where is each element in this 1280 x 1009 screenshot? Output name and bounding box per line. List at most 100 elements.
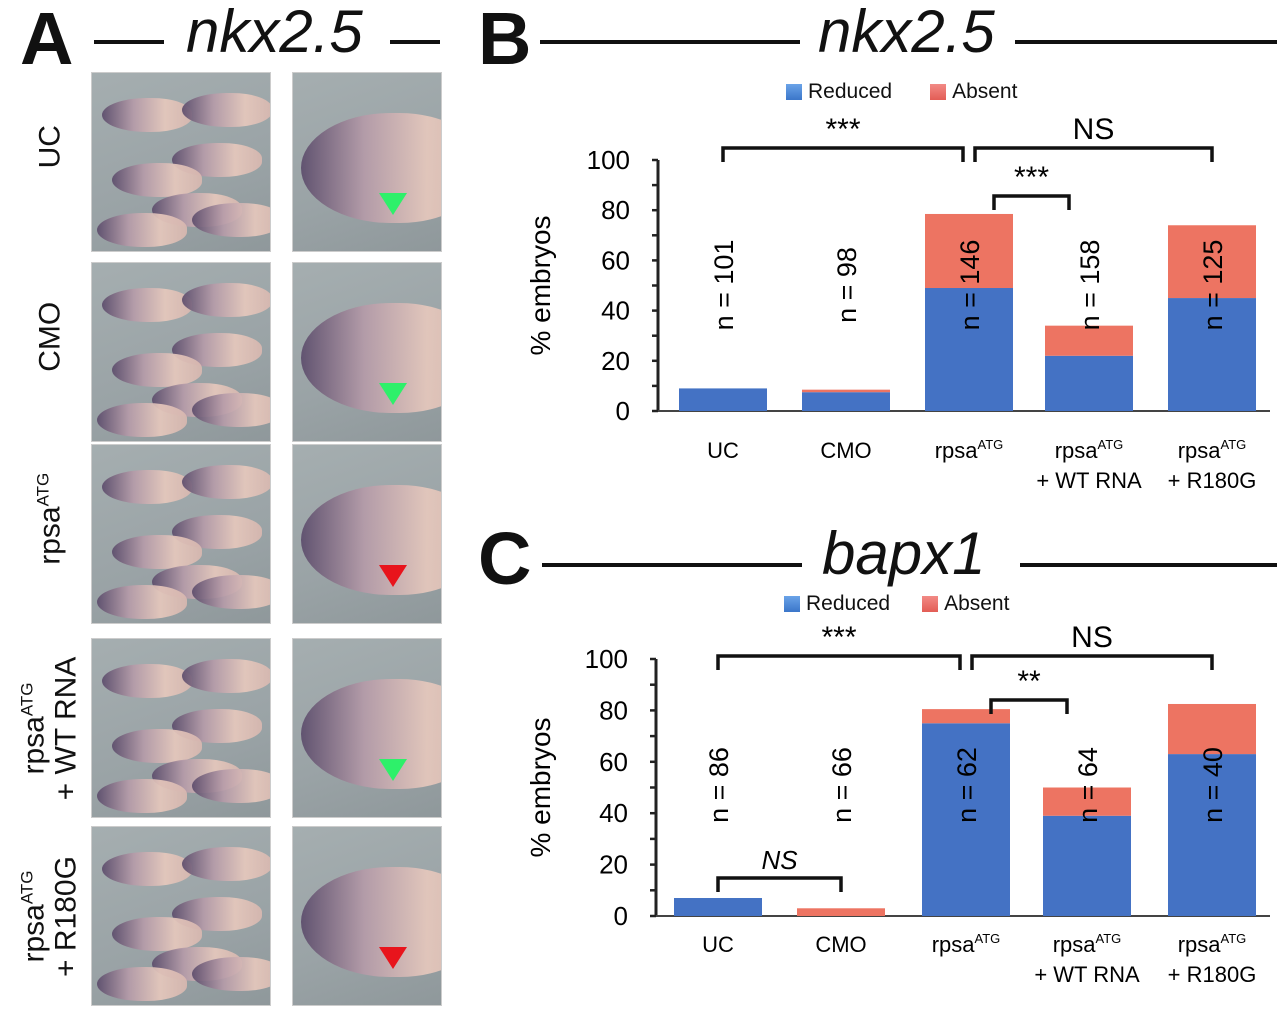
y-tick-label: 0 bbox=[614, 901, 628, 931]
embryo-overview-image bbox=[91, 444, 271, 624]
red-arrowhead-icon bbox=[379, 947, 407, 969]
embryo-overview-image bbox=[91, 826, 271, 1006]
n-label: n = 146 bbox=[955, 240, 985, 331]
embryo-closeup-image bbox=[292, 826, 442, 1006]
y-tick-label: 60 bbox=[601, 245, 630, 275]
row-label: rpsaATG + R180G bbox=[17, 856, 83, 977]
bar-reduced bbox=[925, 288, 1013, 411]
panel-c-rule-left bbox=[542, 563, 802, 567]
y-axis-label: % embryos bbox=[525, 215, 556, 355]
embryo-closeup-image bbox=[292, 262, 442, 442]
bar-reduced bbox=[1045, 355, 1133, 411]
bar-absent bbox=[925, 213, 1013, 289]
bar-reduced bbox=[1168, 298, 1256, 411]
embryo bbox=[102, 664, 192, 698]
panel-c-title: bapx1 bbox=[822, 520, 986, 587]
panel-b-rule-right bbox=[1015, 40, 1277, 44]
embryo-overview-image bbox=[91, 72, 271, 252]
embryo bbox=[112, 535, 202, 569]
bar-reduced bbox=[679, 388, 767, 411]
embryo-overview-image bbox=[91, 638, 271, 818]
embryo bbox=[102, 852, 192, 886]
n-label: n = 66 bbox=[827, 747, 857, 823]
bar-absent bbox=[797, 908, 885, 916]
legend-swatch-absent bbox=[922, 596, 939, 612]
significance-bracket bbox=[973, 146, 1214, 162]
y-tick-label: 60 bbox=[599, 747, 628, 777]
row-label: rpsaATG bbox=[33, 472, 67, 565]
bar-absent bbox=[922, 709, 1010, 724]
x-tick-label-line2: + WT RNA bbox=[1036, 468, 1142, 493]
x-tick-label: rpsaATG bbox=[935, 437, 1004, 463]
panel-b-letter: B bbox=[478, 0, 532, 80]
legend-label-absent: Absent bbox=[952, 80, 1018, 103]
panel-c-letter: C bbox=[478, 517, 532, 600]
bar-absent bbox=[802, 389, 890, 393]
n-label: n = 86 bbox=[704, 747, 734, 823]
x-tick-label: UC bbox=[702, 932, 734, 957]
embryo bbox=[97, 779, 187, 813]
x-tick-label-line2: + R180G bbox=[1168, 962, 1257, 987]
embryo bbox=[192, 203, 270, 237]
green-arrowhead-icon bbox=[379, 759, 407, 781]
x-tick-label: rpsaATG bbox=[1178, 437, 1247, 463]
n-label: n = 40 bbox=[1198, 747, 1228, 823]
panel-b-title: nkx2.5 bbox=[818, 0, 995, 65]
embryo bbox=[182, 847, 270, 881]
embryo bbox=[112, 917, 202, 951]
significance-label: *** bbox=[1014, 161, 1049, 194]
embryo bbox=[182, 465, 270, 499]
n-label: n = 158 bbox=[1075, 240, 1105, 331]
y-tick-label: 40 bbox=[601, 296, 630, 326]
embryo bbox=[112, 163, 202, 197]
embryo bbox=[182, 93, 270, 127]
embryo bbox=[301, 303, 441, 413]
panel-a-letter: A bbox=[20, 0, 74, 80]
green-arrowhead-icon bbox=[379, 193, 407, 215]
y-tick-label: 20 bbox=[599, 850, 628, 880]
panel-b-legend: Reduced Absent bbox=[786, 80, 1017, 104]
embryo-closeup-image bbox=[292, 444, 442, 624]
bar-reduced bbox=[1043, 815, 1131, 916]
embryo bbox=[112, 729, 202, 763]
embryo bbox=[97, 213, 187, 247]
significance-bracket bbox=[992, 194, 1071, 210]
significance-label: NS bbox=[1071, 621, 1113, 654]
significance-label: ** bbox=[1017, 665, 1041, 698]
embryo bbox=[102, 288, 192, 322]
y-tick-label: 80 bbox=[601, 195, 630, 225]
bar-reduced bbox=[922, 723, 1010, 916]
red-arrowhead-icon bbox=[379, 565, 407, 587]
n-label: n = 125 bbox=[1198, 240, 1228, 331]
panel-c-chart: % embryos 0 20 40 60 80 100 n = 86 UC n = 66 CMO n … bbox=[525, 621, 1270, 987]
panel-a-gene-title: nkx2.5 bbox=[186, 0, 363, 65]
bar-reduced bbox=[802, 392, 890, 411]
embryo bbox=[97, 585, 187, 619]
embryo bbox=[192, 393, 270, 427]
legend-label-reduced: Reduced bbox=[806, 592, 891, 615]
y-tick-label: 20 bbox=[601, 346, 630, 376]
embryo-closeup-image bbox=[292, 638, 442, 818]
y-tick-label: 40 bbox=[599, 798, 628, 828]
panel-c-legend: Reduced Absent bbox=[784, 592, 1009, 616]
n-label: n = 64 bbox=[1073, 747, 1103, 823]
x-tick-label: rpsaATG bbox=[1055, 437, 1124, 463]
y-tick-label: 0 bbox=[616, 396, 630, 426]
embryo bbox=[301, 485, 441, 595]
embryo bbox=[97, 403, 187, 437]
row-label: CMO bbox=[33, 301, 67, 372]
embryo bbox=[112, 353, 202, 387]
significance-label: NS bbox=[761, 845, 798, 875]
embryo-closeup-image bbox=[292, 72, 442, 252]
embryo bbox=[301, 113, 441, 223]
embryo bbox=[301, 867, 441, 977]
y-axis-label: % embryos bbox=[525, 717, 556, 857]
significance-label: *** bbox=[825, 113, 860, 146]
y-tick-label: 100 bbox=[587, 145, 630, 175]
n-label: n = 98 bbox=[832, 247, 862, 323]
row-label: UC bbox=[33, 125, 67, 169]
bar-absent bbox=[1043, 787, 1131, 816]
legend-label-absent: Absent bbox=[944, 592, 1010, 615]
bar-absent bbox=[1168, 225, 1256, 299]
legend-label-reduced: Reduced bbox=[808, 80, 893, 103]
